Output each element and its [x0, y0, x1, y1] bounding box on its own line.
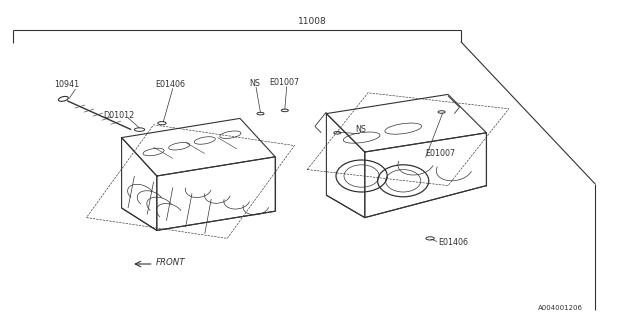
- Text: FRONT: FRONT: [156, 258, 186, 267]
- Text: NS: NS: [355, 125, 366, 134]
- Text: D01012: D01012: [104, 111, 135, 120]
- Text: A004001206: A004001206: [538, 305, 582, 311]
- Text: NS: NS: [250, 79, 260, 88]
- Text: 11008: 11008: [298, 17, 326, 26]
- Text: E01406: E01406: [438, 238, 468, 247]
- Text: E01007: E01007: [269, 78, 299, 87]
- Text: 10941: 10941: [54, 80, 79, 89]
- Text: E01406: E01406: [156, 80, 186, 89]
- Text: E01007: E01007: [426, 149, 456, 158]
